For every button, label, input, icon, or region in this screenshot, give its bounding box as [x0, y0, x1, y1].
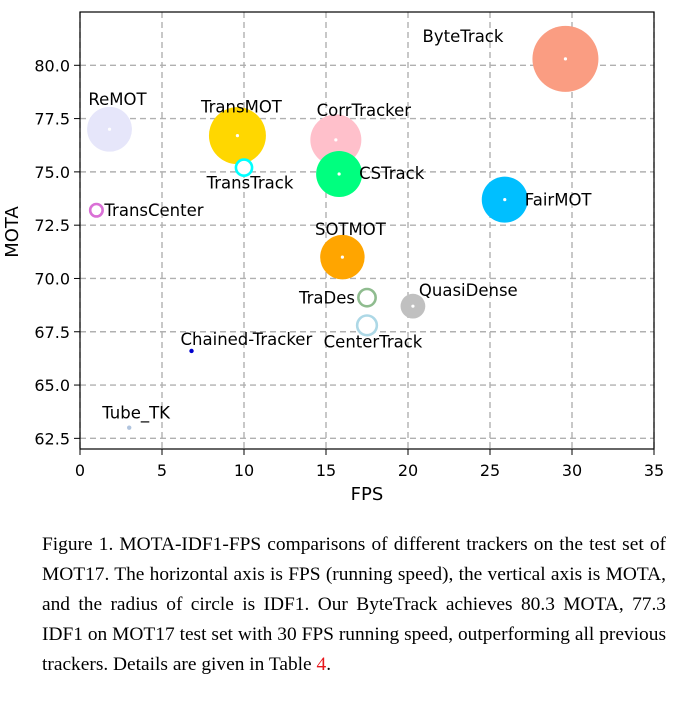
- table-reference-link[interactable]: 4: [316, 654, 327, 675]
- bubble-tube-tk: [127, 425, 132, 430]
- label-remot: ReMOT: [88, 90, 147, 109]
- tracker-labels: ByteTrack ReMOT TransMOT CorrTracker TransTr…: [88, 27, 592, 424]
- bubble-transcenter: [88, 202, 104, 218]
- x-axis-label: FPS: [351, 484, 384, 505]
- x-tick-label: 25: [480, 461, 500, 480]
- y-tick-label: 70.0: [34, 269, 70, 288]
- plot-frame: [79, 11, 655, 450]
- label-cstrack: CSTrack: [359, 164, 425, 183]
- y-tick-label: 65.0: [34, 376, 70, 395]
- mota-fps-scatter-chart: 0 5 10 15 20 25 30 35 62.5 65.0 67.5 70.0 72.5 75.0 7…: [2, 11, 664, 505]
- y-tick-label: 77.5: [34, 110, 70, 129]
- figure-caption: Figure 1. MOTA-IDF1-FPS comparisons of d…: [42, 530, 666, 680]
- x-tick-label: 20: [398, 461, 418, 480]
- bubble-fairmot-center-dot: [503, 197, 507, 202]
- label-transcenter: TransCenter: [103, 201, 203, 220]
- y-tick-label: 75.0: [34, 163, 70, 182]
- y-tick-label: 62.5: [34, 429, 70, 448]
- bubble-trades: [357, 287, 377, 308]
- x-tick-label: 30: [562, 461, 582, 480]
- label-chained-tracker: Chained-Tracker: [181, 330, 313, 349]
- caption-text: Figure 1. MOTA-IDF1-FPS comparisons of d…: [42, 534, 666, 675]
- tracker-bubbles: [87, 25, 599, 430]
- x-tick-label: 15: [316, 461, 336, 480]
- y-axis-label: MOTA: [2, 206, 23, 258]
- label-quasidense: QuasiDense: [419, 281, 518, 300]
- x-tick-label: 10: [234, 461, 254, 480]
- label-transtrack: TransTrack: [206, 174, 294, 193]
- x-tick-label: 0: [75, 461, 85, 480]
- label-bytetrack: ByteTrack: [423, 27, 504, 46]
- bubble-chained-tracker: [189, 348, 194, 354]
- label-corrtracker: CorrTracker: [317, 101, 412, 120]
- y-axis-ticks: 62.5 65.0 67.5 70.0 72.5 75.0 77.5 80.0: [34, 56, 80, 448]
- y-tick-label: 67.5: [34, 323, 70, 342]
- caption-end: .: [326, 654, 332, 675]
- label-sotmot: SOTMOT: [315, 220, 387, 239]
- label-transmot: TransMOT: [200, 98, 283, 117]
- y-tick-label: 80.0: [34, 56, 70, 75]
- bubble-transmot-center-dot: [235, 134, 240, 138]
- bubble-transtrack: [234, 158, 254, 177]
- bubble-centertrack: [355, 314, 379, 337]
- x-axis-ticks: 0 5 10 15 20 25 30 35: [75, 449, 664, 480]
- label-trades: TraDes: [298, 289, 355, 308]
- label-centertrack: CenterTrack: [324, 332, 423, 351]
- bubble-corrtracker-center-dot: [334, 138, 338, 142]
- bubble-bytetrack-center-dot: [563, 57, 568, 61]
- bubble-quasidense-center-dot: [411, 304, 415, 308]
- label-tube-tk: Tube_TK: [101, 404, 171, 424]
- bubble-remot-center-dot: [107, 127, 112, 131]
- y-tick-label: 72.5: [34, 216, 70, 235]
- x-tick-label: 35: [644, 461, 664, 480]
- bubble-sotmot-center-dot: [340, 255, 344, 259]
- bubble-cstrack-center-dot: [337, 172, 341, 176]
- label-fairmot: FairMOT: [525, 191, 593, 210]
- x-tick-label: 5: [157, 461, 167, 480]
